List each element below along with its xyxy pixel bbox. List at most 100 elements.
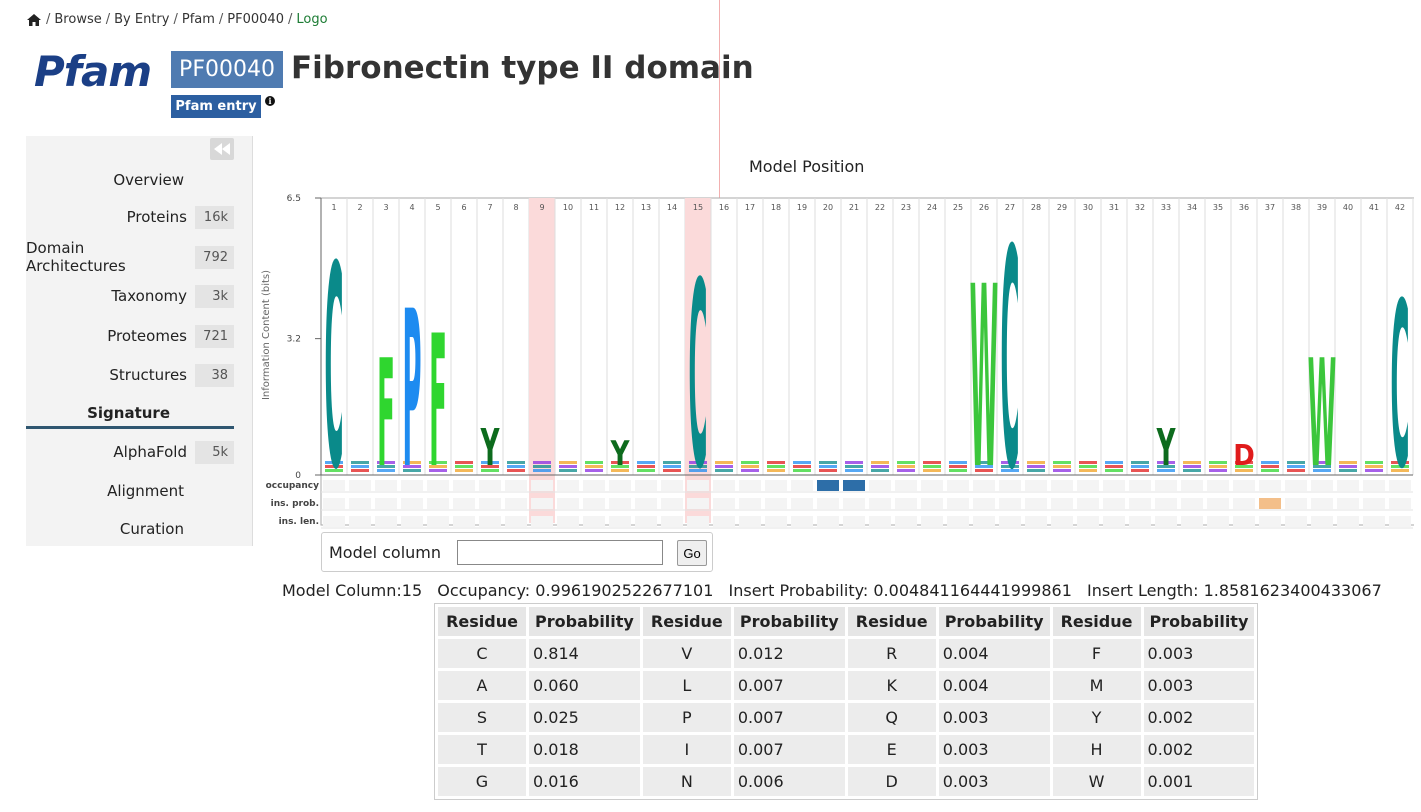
residue-cell: Y [1052, 703, 1141, 732]
sidebar-item-structures[interactable]: Structures 38 [26, 360, 234, 390]
residue-stub [481, 461, 499, 464]
position-label: 35 [1213, 203, 1223, 212]
residue-stub [1235, 461, 1253, 464]
position-label: 31 [1109, 203, 1119, 212]
residue-stub [1183, 465, 1201, 468]
row-cell [557, 516, 579, 527]
row-cell [1103, 480, 1125, 491]
sidebar-item-alphafold[interactable]: AlphaFold 5k [26, 437, 234, 467]
probability-cell: 0.003 [938, 703, 1050, 732]
row-cell [453, 516, 475, 527]
probability-cell: 0.006 [733, 767, 845, 796]
sidebar-item-overview[interactable]: Overview [26, 165, 234, 195]
breadcrumb-separator: / [218, 12, 224, 27]
row-cell [869, 480, 891, 491]
collapse-sidebar-button[interactable] [210, 138, 234, 160]
y-axis-label: Information Content (bits) [261, 270, 272, 400]
residue-stub [767, 465, 785, 468]
row-cell [609, 516, 631, 527]
row-cell [739, 498, 761, 509]
sidebar-item-domain-architectures[interactable]: Domain Architectures 792 [26, 239, 234, 275]
residue-stub [429, 469, 447, 472]
position-label: 19 [797, 203, 807, 212]
logo-letter: Y [610, 435, 631, 474]
row-cell [1103, 498, 1125, 509]
sidebar-item-taxonomy[interactable]: Taxonomy 3k [26, 281, 234, 311]
breadcrumb-by-entry[interactable]: By Entry [114, 12, 170, 27]
row-cell [609, 498, 631, 509]
probability-cell: 0.007 [733, 735, 845, 764]
row-cell [1207, 498, 1229, 509]
breadcrumb: / Browse / By Entry / Pfam / PF00040 / L… [26, 12, 328, 27]
position-label: 21 [849, 203, 859, 212]
row-cell [1233, 516, 1255, 527]
count-badge: 5k [195, 440, 234, 464]
row-cell [895, 480, 917, 491]
position-label: 8 [513, 203, 518, 212]
row-cell [895, 498, 917, 509]
row-cell [921, 498, 943, 509]
sidebar-item-proteomes[interactable]: Proteomes 721 [26, 321, 234, 351]
residue-stub [715, 469, 733, 472]
column-marker-line [719, 0, 720, 240]
row-cell [1025, 516, 1047, 527]
residue-stub [1131, 461, 1149, 464]
sidebar-item-proteins[interactable]: Proteins 16k [26, 202, 234, 232]
row-cell [713, 516, 735, 527]
residue-stub [793, 465, 811, 468]
residue-stub [1339, 461, 1357, 464]
model-column-stat: Model Column:15 [282, 581, 423, 600]
model-column-input[interactable] [457, 540, 663, 565]
residue-stub [1235, 465, 1253, 468]
home-icon[interactable] [26, 13, 42, 27]
position-label: 13 [641, 203, 651, 212]
residue-cell: V [642, 639, 731, 668]
residue-stub [1209, 461, 1227, 464]
breadcrumb-browse[interactable]: Browse [54, 12, 102, 27]
sidebar-item-signature[interactable]: Signature [26, 399, 234, 429]
row-cell [583, 480, 605, 491]
info-icon[interactable]: i [265, 96, 275, 106]
row-cell [947, 480, 969, 491]
accession-box: PF00040 [171, 51, 283, 88]
row-cell [1311, 498, 1333, 509]
position-label: 41 [1369, 203, 1379, 212]
row-cell [1259, 498, 1281, 509]
page-title: Fibronectin type II domain [291, 50, 754, 86]
sidebar-item-label: Taxonomy [111, 287, 187, 305]
table-row: C 0.814 V 0.012 R 0.004 F 0.003 [438, 639, 1255, 668]
residue-stub [1209, 465, 1227, 468]
residue-stub [1001, 461, 1019, 464]
residue-stub [923, 461, 941, 464]
logo-letter: Y [480, 417, 500, 478]
residue-stub [585, 465, 603, 468]
row-cell [869, 498, 891, 509]
row-cell [843, 498, 865, 509]
residue-stub [819, 465, 837, 468]
table-header: Probability [938, 607, 1050, 636]
sidebar-item-curation[interactable]: Curation [26, 514, 234, 544]
residue-stub [949, 461, 967, 464]
probability-cell: 0.007 [733, 671, 845, 700]
row-cell [739, 480, 761, 491]
breadcrumb-pfam[interactable]: Pfam [181, 12, 215, 27]
logo-letter: W [970, 233, 999, 524]
residue-stub [1027, 465, 1045, 468]
position-label: 42 [1395, 203, 1405, 212]
row-cell [1285, 516, 1307, 527]
breadcrumb-accession[interactable]: PF00040 [227, 12, 284, 27]
row-cell [1155, 498, 1177, 509]
row-cell [973, 480, 995, 491]
go-button[interactable]: Go [677, 540, 707, 566]
sidebar-item-alignment[interactable]: Alignment [26, 476, 234, 506]
hmm-logo[interactable]: 1 2 3 4 5 6 7 8 9 10 11 12 13 14 15 16 17 18 19 20 21 22 23 24 2… [258, 190, 1414, 530]
row-cell [1077, 516, 1099, 527]
probability-cell: 0.814 [529, 639, 640, 668]
row-cell [427, 480, 449, 491]
row-cell [739, 516, 761, 527]
row-cell [1051, 498, 1073, 509]
probability-cell: 0.007 [733, 703, 845, 732]
row-cell [765, 480, 787, 491]
probability-cell: 0.003 [938, 767, 1050, 796]
row-cell [1077, 480, 1099, 491]
